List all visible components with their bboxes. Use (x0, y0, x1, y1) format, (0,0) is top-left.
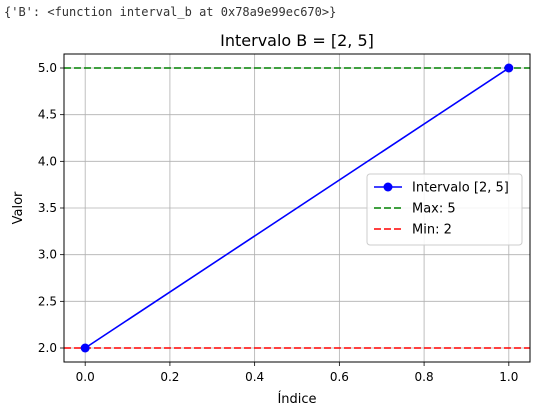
series-line (84, 67, 510, 349)
legend: Intervalo [2, 5] Max: 5 Min: 2 (366, 173, 523, 246)
axis-ticks: 0.0 0.2 0.4 0.6 0.8 1.0 2.0 2.5 3.0 3.5 4.0 4.5 5.0 (38, 61, 518, 384)
x-tick-label: 0.8 (415, 370, 434, 384)
data-point (80, 343, 90, 353)
plot-frame (63, 53, 531, 363)
y-tick-label: 2.0 (38, 341, 57, 355)
x-axis-label: Índice (277, 391, 316, 407)
data-point (504, 63, 514, 73)
plot-area (64, 63, 530, 353)
x-tick-label: 0.6 (330, 370, 349, 384)
y-tick-label: 5.0 (38, 61, 57, 75)
y-axis-label: Valor (11, 191, 26, 224)
legend-entry-label: Min: 2 (412, 223, 452, 238)
y-tick-label: 3.0 (38, 248, 57, 262)
legend-entry-label: Max: 5 (412, 202, 456, 217)
x-tick-label: 0.2 (160, 370, 179, 384)
legend-swatch-marker (383, 182, 393, 192)
legend-box (366, 173, 523, 246)
legend-entry-label: Intervalo [2, 5] (412, 181, 509, 196)
y-tick-label: 4.0 (38, 154, 57, 168)
y-tick-label: 3.5 (38, 201, 57, 215)
chart-title: Intervalo B = [2, 5] (220, 31, 374, 50)
x-tick-label: 0.0 (76, 370, 95, 384)
x-tick-label: 1.0 (499, 370, 518, 384)
x-tick-label: 0.4 (245, 370, 264, 384)
y-tick-label: 4.5 (38, 108, 57, 122)
output-repr-text: {'B': <function interval_b at 0x78a9e99e… (4, 5, 337, 19)
y-tick-label: 2.5 (38, 294, 57, 308)
